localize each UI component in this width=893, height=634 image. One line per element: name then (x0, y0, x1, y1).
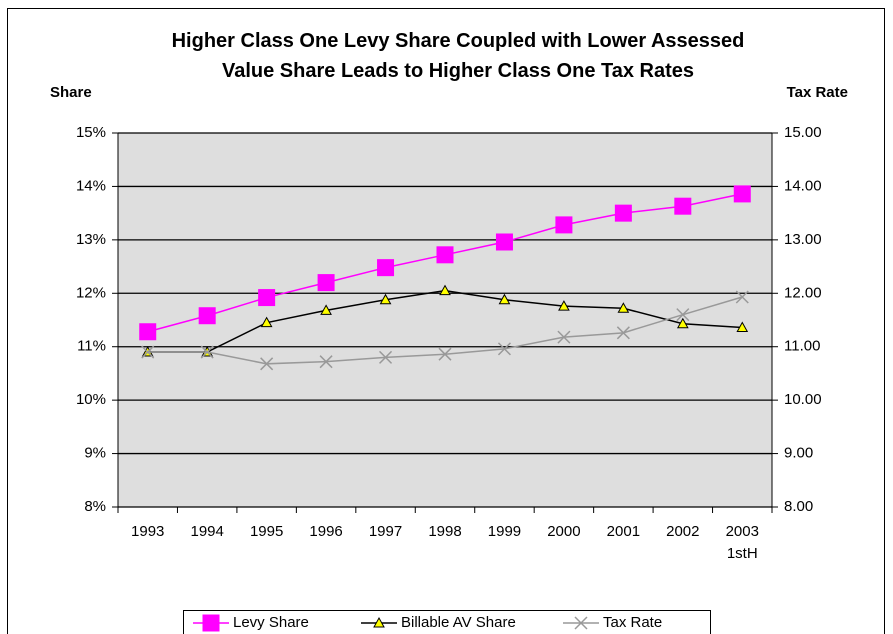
legend-label: Tax Rate (603, 614, 662, 631)
x-tick-label: 2001 (606, 523, 641, 540)
x-tick-label: 2003 1stH (725, 523, 759, 562)
chart-frame (7, 8, 885, 634)
marker (555, 216, 573, 234)
marker (736, 321, 749, 332)
marker (319, 355, 333, 369)
y-tick-label: 10% (76, 391, 106, 408)
marker (497, 342, 511, 356)
marker (202, 614, 220, 632)
y2-tick-label: 10.00 (784, 391, 822, 408)
y-tick-label: 9% (84, 445, 106, 462)
y2-tick-label: 8.00 (784, 498, 813, 515)
y2-tick-label: 14.00 (784, 177, 822, 194)
marker (373, 616, 385, 628)
marker (733, 185, 751, 203)
marker (198, 307, 216, 325)
marker (320, 304, 332, 315)
marker (438, 347, 452, 361)
marker (674, 197, 692, 215)
legend-label: Billable AV Share (401, 614, 516, 631)
x-tick-label: 2002 (666, 523, 700, 540)
marker (557, 330, 571, 344)
marker (676, 308, 690, 322)
x-tick-label: 1997 (368, 523, 403, 540)
y2-tick-label: 11.00 (784, 338, 820, 355)
marker (139, 323, 157, 341)
x-tick-label: 1995 (249, 523, 284, 540)
x-tick-label: 1998 (428, 523, 462, 540)
legend-label: Levy Share (233, 614, 309, 631)
marker (379, 293, 392, 305)
marker (616, 326, 630, 340)
marker (439, 284, 451, 296)
y2-tick-label: 13.00 (784, 231, 822, 248)
marker (141, 345, 155, 359)
x-tick-label: 1993 (131, 523, 165, 540)
marker (200, 345, 214, 359)
y-tick-label: 15% (76, 124, 106, 141)
x-tick-label: 2000 (547, 523, 581, 540)
marker (495, 233, 513, 251)
marker (498, 293, 511, 305)
y2-tick-label: 15.00 (784, 124, 822, 141)
y-tick-label: 13% (76, 231, 106, 248)
marker (436, 246, 454, 264)
plot-area (117, 132, 773, 508)
marker (258, 289, 276, 307)
y2-axis-title: Tax Rate (787, 84, 848, 101)
y2-tick-label: 9.00 (784, 445, 813, 462)
marker (614, 204, 632, 222)
marker (260, 316, 273, 328)
x-tick-label: 1996 (309, 523, 343, 540)
y2-tick-label: 12.00 (784, 284, 822, 301)
marker (377, 259, 395, 277)
marker (735, 290, 749, 304)
marker (379, 350, 393, 364)
y-axis-title: Share (50, 84, 92, 101)
legend-box (183, 610, 711, 634)
marker (317, 274, 335, 292)
marker (676, 317, 689, 329)
y-tick-label: 11% (77, 338, 106, 355)
x-tick-label: 1999 (487, 523, 522, 540)
chart-title: Higher Class One Levy Share Coupled with… (171, 30, 745, 82)
y-tick-label: 14% (76, 177, 106, 194)
marker (558, 300, 570, 311)
x-tick-label: 1994 (190, 523, 224, 540)
marker (260, 357, 274, 371)
marker (574, 616, 588, 630)
y-tick-label: 8% (84, 498, 106, 515)
marker (617, 302, 630, 313)
y-tick-label: 12% (76, 284, 106, 301)
